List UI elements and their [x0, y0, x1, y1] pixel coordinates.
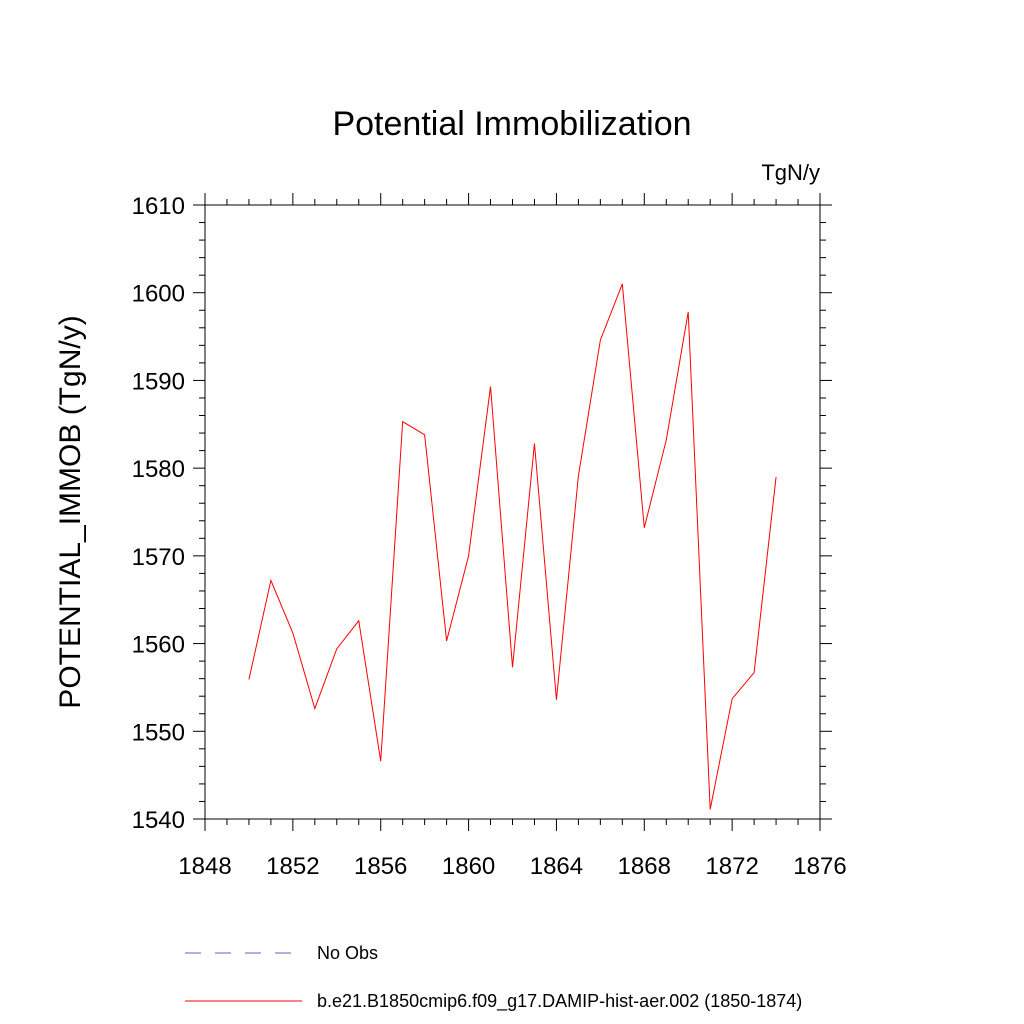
legend: No Obs b.e21.B1850cmip6.f09_g17.DAMIP-his… — [185, 943, 802, 1012]
x-tick-label: 1864 — [530, 853, 583, 880]
y-tick-label: 1600 — [132, 281, 185, 308]
legend-label: No Obs — [317, 943, 378, 963]
y-tick-label: 1610 — [132, 193, 185, 220]
x-tick-label: 1872 — [705, 853, 758, 880]
plot-frame — [204, 204, 821, 820]
series-line — [248, 283, 777, 810]
y-tick-label: 1590 — [132, 368, 185, 395]
units-label: TgN/y — [761, 160, 820, 185]
y-tick-label: 1560 — [132, 632, 185, 659]
axes: 1848 1852 1856 1860 1864 1868 1872 1876 1540 1550… — [132, 193, 847, 880]
x-tick-label: 1860 — [442, 853, 495, 880]
plot-series — [248, 283, 777, 810]
x-tick-label: 1868 — [618, 853, 671, 880]
y-tick-label: 1540 — [132, 807, 185, 834]
legend-label: b.e21.B1850cmip6.f09_g17.DAMIP-hist-aer.… — [317, 991, 802, 1012]
chart-title: Potential Immobilization — [332, 105, 691, 143]
x-tick-label: 1852 — [266, 853, 319, 880]
y-tick-label: 1580 — [132, 456, 185, 483]
y-tick-label: 1550 — [132, 719, 185, 746]
x-tick-label: 1848 — [178, 853, 231, 880]
x-tick-label: 1876 — [793, 853, 846, 880]
x-tick-label: 1856 — [354, 853, 407, 880]
y-axis-label: POTENTIAL_IMMOB (TgN/y) — [54, 315, 87, 708]
y-tick-label: 1570 — [132, 544, 185, 571]
